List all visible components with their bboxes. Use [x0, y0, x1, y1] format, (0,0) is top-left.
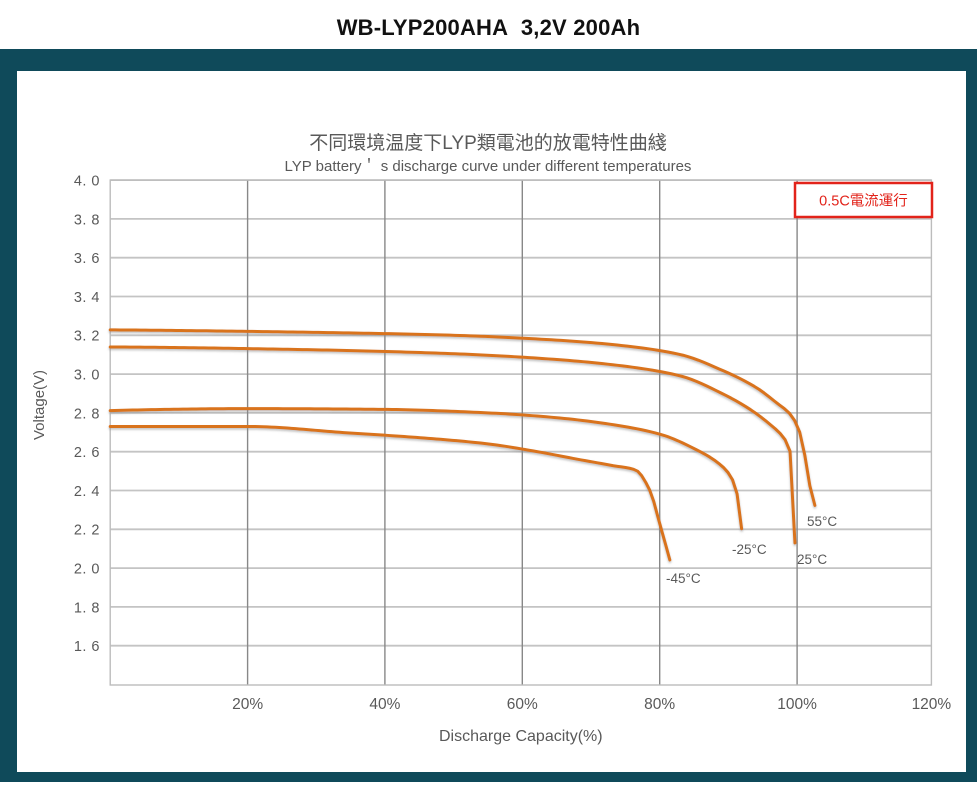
- svg-text:1. 8: 1. 8: [74, 600, 100, 616]
- svg-text:40%: 40%: [369, 696, 400, 713]
- svg-text:2. 4: 2. 4: [74, 484, 100, 500]
- svg-text:2. 6: 2. 6: [74, 445, 100, 461]
- svg-text:2. 2: 2. 2: [74, 523, 100, 539]
- svg-text:-25°C: -25°C: [732, 542, 767, 557]
- svg-text:120%: 120%: [912, 696, 952, 713]
- svg-text:25°C: 25°C: [797, 552, 827, 567]
- svg-text:4. 0: 4. 0: [74, 174, 100, 190]
- svg-text:2. 8: 2. 8: [74, 406, 100, 422]
- svg-text:1. 6: 1. 6: [74, 639, 100, 655]
- svg-text:60%: 60%: [507, 696, 538, 713]
- svg-text:Voltage(V): Voltage(V): [31, 370, 48, 440]
- svg-text:3. 2: 3. 2: [74, 329, 100, 345]
- svg-text:0.5C電流運行: 0.5C電流運行: [819, 193, 908, 210]
- svg-text:Discharge Capacity(%): Discharge Capacity(%): [439, 728, 603, 745]
- svg-text:2. 0: 2. 0: [74, 562, 100, 578]
- svg-text:不同環境温度下LYP類電池的放電特性曲綫: 不同環境温度下LYP類電池的放電特性曲綫: [309, 132, 667, 154]
- svg-text:-45°C: -45°C: [666, 571, 701, 586]
- svg-text:3. 0: 3. 0: [74, 368, 100, 384]
- svg-text:55°C: 55°C: [807, 514, 837, 529]
- svg-text:3. 4: 3. 4: [74, 290, 100, 306]
- svg-text:20%: 20%: [232, 696, 263, 713]
- svg-text:LYP battery＇ s discharge curve: LYP battery＇ s discharge curve under dif…: [285, 158, 692, 175]
- svg-text:100%: 100%: [777, 696, 817, 713]
- svg-text:3. 8: 3. 8: [74, 212, 100, 228]
- svg-text:3. 6: 3. 6: [74, 251, 100, 267]
- svg-text:80%: 80%: [644, 696, 675, 713]
